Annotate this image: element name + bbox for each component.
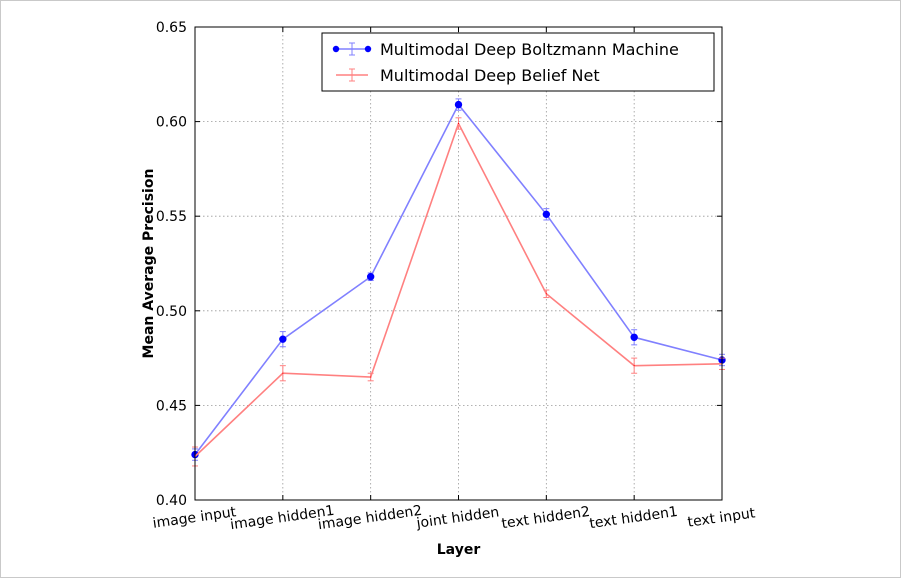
y-tick-label: 0.50 [156, 304, 187, 320]
x-tick-label: joint hidden [415, 504, 501, 532]
legend-label: Multimodal Deep Boltzmann Machine [380, 40, 679, 59]
legend-marker [364, 45, 372, 53]
y-tick-label: 0.45 [156, 398, 187, 414]
data-point [545, 293, 547, 295]
legend-entry-2: Multimodal Deep Belief Net [336, 66, 600, 85]
data-point [279, 335, 287, 343]
y-tick-label: 0.55 [156, 209, 187, 225]
y-tick-label: 0.60 [156, 115, 187, 131]
x-axis-label: Layer [437, 542, 481, 558]
y-axis-label: Mean Average Precision [141, 169, 157, 359]
series-line [194, 121, 723, 458]
x-tick-label: text hidden2 [501, 504, 591, 532]
data-point [454, 100, 463, 109]
data-point [282, 372, 284, 374]
legend-label: Multimodal Deep Belief Net [380, 66, 600, 85]
data-point [458, 122, 459, 124]
data-point [630, 333, 638, 341]
data-point [370, 376, 372, 378]
grid [195, 27, 722, 500]
x-tick-label: text hidden1 [588, 504, 678, 532]
legend-box [321, 32, 715, 92]
y-tick-label: 0.65 [156, 20, 187, 36]
data-point [633, 365, 635, 367]
legend: Multimodal Deep Boltzmann Machine Multimo… [321, 32, 715, 92]
legend-marker [332, 45, 340, 53]
y-tick-label: 0.40 [156, 493, 187, 509]
data-point [542, 210, 551, 219]
series-layer [191, 98, 726, 467]
x-tick-label: text input [687, 505, 757, 530]
data-point [366, 273, 375, 281]
legend-entry-1: Multimodal Deep Boltzmann Machine [332, 40, 679, 59]
